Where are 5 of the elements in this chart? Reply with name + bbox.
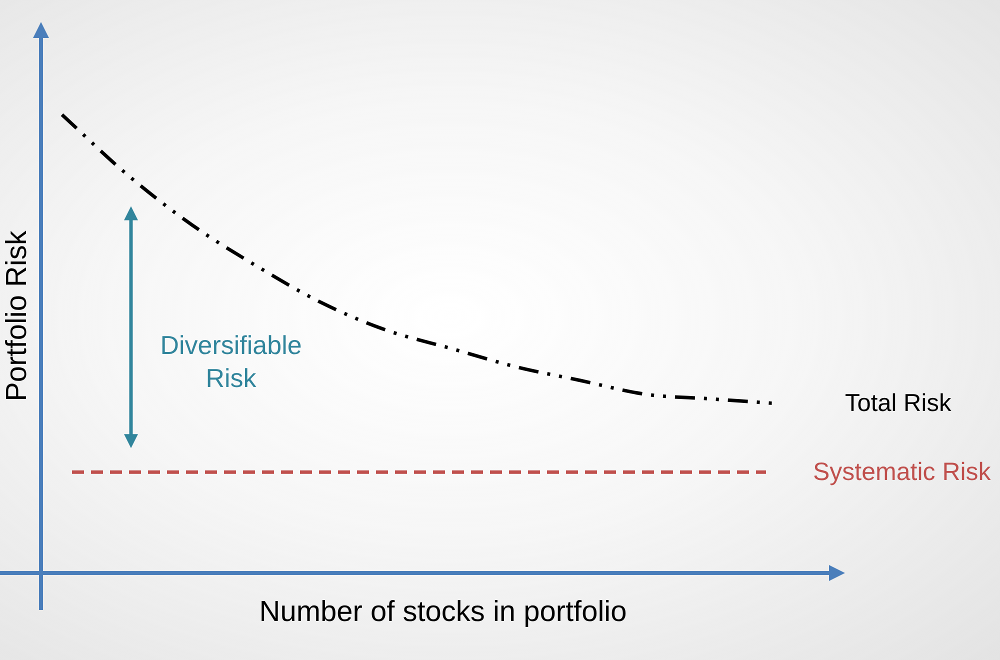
y-axis-title: Portfolio Risk	[1, 230, 33, 402]
text: Total Risk	[845, 390, 952, 418]
x-axis-title: Number of stocks in portfolio	[259, 596, 627, 628]
ref-line-label: Systematic Risk	[813, 458, 992, 486]
annotation: Diversifiable Risk	[160, 330, 302, 393]
